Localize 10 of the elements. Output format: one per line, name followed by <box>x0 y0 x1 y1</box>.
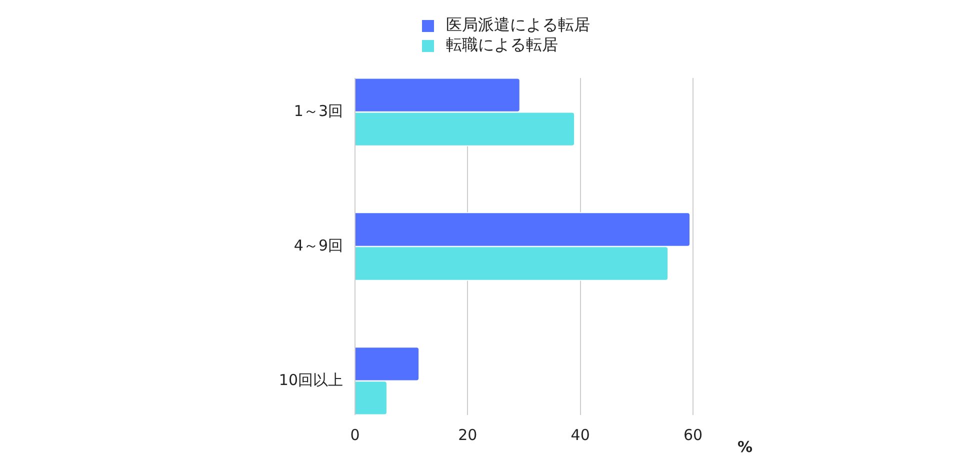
legend-label: 医局派遣による転居 <box>446 15 590 34</box>
legend-label: 転職による転居 <box>446 35 558 54</box>
x-axis-title: % <box>737 438 753 456</box>
x-tick-label: 60 <box>683 426 703 444</box>
x-tick-label: 20 <box>458 426 478 444</box>
y-tick-label: 1～3回 <box>294 102 343 120</box>
y-tick-label: 4～9回 <box>294 236 343 254</box>
x-tick-label: 40 <box>570 426 590 444</box>
y-tick-label: 10回以上 <box>278 370 343 389</box>
x-tick-label: 0 <box>350 426 360 444</box>
